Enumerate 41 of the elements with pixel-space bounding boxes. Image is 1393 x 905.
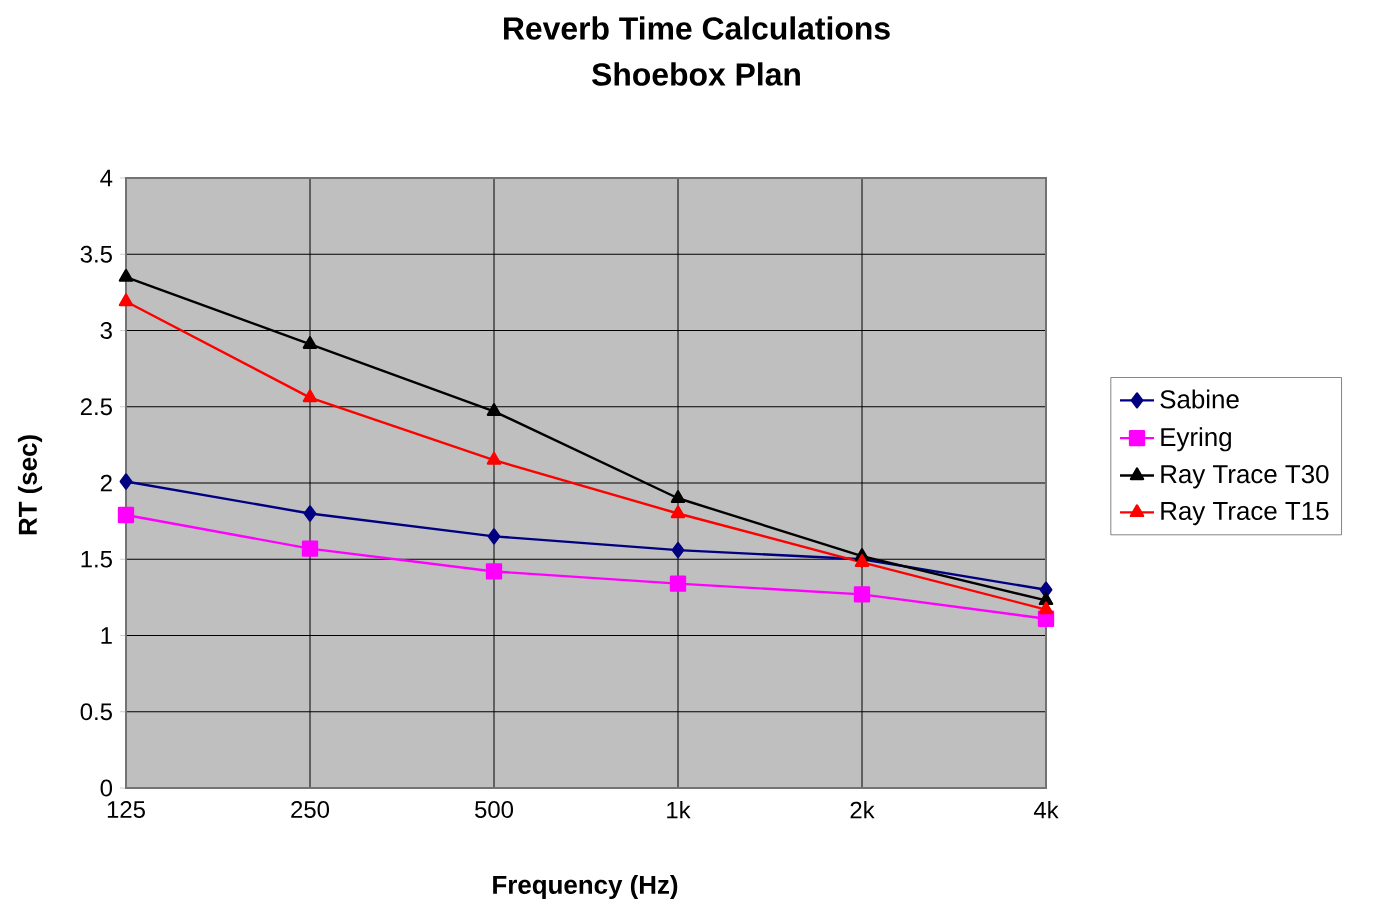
point [118,268,134,282]
point [302,389,318,403]
point [118,293,134,307]
point [485,563,503,580]
legend-label: Eyring [1161,427,1231,452]
point [119,473,133,490]
point [853,586,871,603]
x-tick-label: 4k [1033,801,1059,819]
point [486,451,502,465]
y-tick-label: 1 [101,627,112,644]
point [1038,601,1054,615]
y-tick-label: 0.5 [80,703,112,721]
legend-label: Sabine [1160,389,1239,409]
point [117,506,135,524]
x-tick-label: 125 [107,801,145,818]
x-tick-label: 2k [850,801,875,819]
y-tick-label: 4 [100,169,113,187]
point [303,505,317,522]
y-tick-label: 2.5 [80,398,112,416]
x-axis-title: Frequency (Hz) [493,874,678,900]
y-tick-label: 0 [100,779,113,797]
point [671,541,685,559]
y-tick-label: 3.5 [80,245,112,263]
x-tick-label: 250 [291,801,330,818]
point [302,336,318,349]
chart-subtitle: Shoebox Plan [592,62,800,86]
point [486,403,502,417]
point [487,528,501,545]
legend-label: Ray Trace T15 [1161,502,1329,526]
chart-title: Reverb Time Calculations [504,16,890,40]
x-tick-label: 1k [667,801,691,819]
y-tick-label: 3 [100,322,112,339]
point [670,490,686,503]
y-tick-label: 1.5 [81,550,112,568]
legend-label: Ray Trace T30 [1161,464,1329,489]
point [301,540,319,557]
y-tick-label: 2 [100,474,112,492]
y-axis-title: RT (sec) [17,435,43,535]
point [669,575,687,592]
point [670,505,686,519]
x-tick-label: 500 [475,801,514,818]
